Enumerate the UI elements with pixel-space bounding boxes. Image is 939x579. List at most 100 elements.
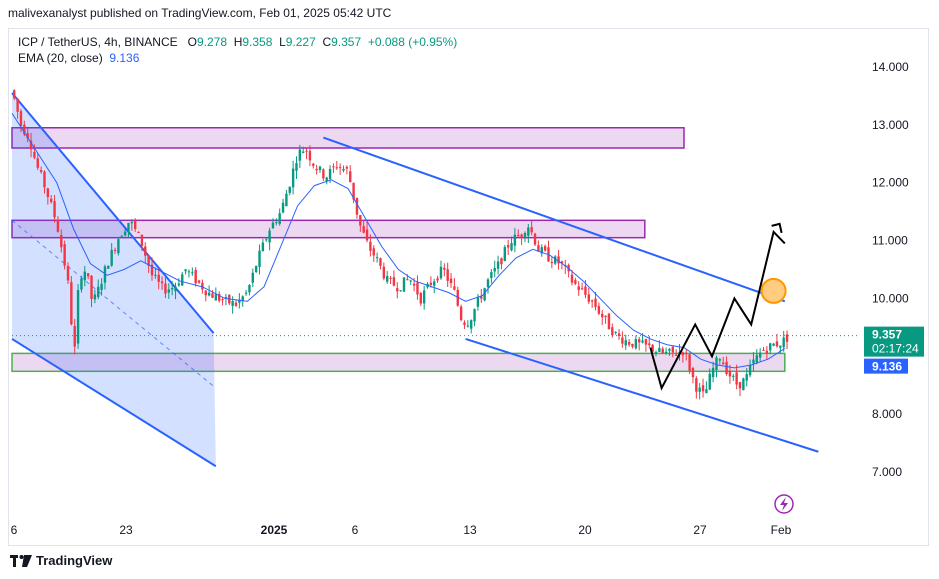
candle-body — [204, 290, 207, 296]
candle-body — [318, 166, 322, 171]
candle-body — [201, 282, 204, 290]
breakout-target-marker — [760, 277, 787, 304]
candle — [685, 349, 688, 361]
candle — [567, 263, 570, 278]
candle — [137, 231, 140, 234]
candle-body — [772, 343, 775, 346]
candle-body — [76, 290, 80, 344]
candle-body — [493, 268, 496, 272]
candle-body — [80, 278, 83, 290]
candle — [601, 309, 604, 325]
candle-body — [60, 235, 63, 248]
candle-body — [422, 290, 426, 304]
ema-legend-value: 9.136 — [109, 51, 140, 65]
candle — [150, 257, 154, 281]
candle-body — [144, 246, 147, 256]
candle — [769, 342, 772, 355]
candle-body — [453, 286, 456, 290]
candle — [695, 376, 698, 399]
symbol-label[interactable]: ICP / TetherUS, 4h, BINANCE — [18, 35, 178, 49]
candle — [244, 289, 248, 296]
low-label: L — [279, 35, 286, 49]
ema-line — [11, 113, 786, 369]
candle-body — [399, 290, 402, 292]
candle-body — [338, 167, 342, 169]
lightning-icon-bolt — [780, 497, 788, 511]
candle — [503, 244, 506, 262]
ema-legend[interactable]: EMA (20, close) 9.136 — [18, 50, 457, 66]
candle — [93, 289, 97, 304]
candle — [338, 163, 342, 175]
candle-body — [755, 355, 758, 363]
candle-body — [335, 167, 338, 169]
candle — [117, 237, 120, 256]
candle-body — [214, 294, 218, 301]
candle — [332, 163, 335, 174]
candle — [748, 359, 752, 378]
candle — [191, 267, 194, 276]
wedge-lower-line — [465, 337, 819, 453]
candle-body — [738, 382, 742, 389]
candle — [70, 276, 73, 326]
candle-body — [782, 337, 785, 348]
candle-body — [110, 249, 113, 266]
candle — [543, 244, 547, 252]
tradingview-footer[interactable]: TradingView — [10, 553, 112, 568]
candle — [557, 249, 560, 270]
candle — [76, 283, 80, 349]
candle — [36, 152, 39, 171]
candle — [449, 272, 453, 288]
candle — [181, 271, 184, 286]
candle-body — [722, 362, 725, 365]
candle — [587, 287, 590, 305]
candle — [312, 162, 315, 169]
time-tick-label: 2025 — [261, 523, 288, 537]
candle — [520, 233, 523, 245]
candle-body — [389, 277, 392, 279]
candle — [345, 165, 349, 175]
candle-body — [238, 299, 241, 303]
candle-body — [412, 283, 416, 286]
time-tick-label: 27 — [693, 523, 707, 537]
candle-body — [221, 299, 224, 301]
candle-body — [429, 282, 433, 285]
close-label: C — [322, 35, 332, 49]
candle-body — [261, 242, 265, 251]
candle — [570, 269, 574, 286]
candle — [550, 257, 554, 269]
trendlines-layer — [11, 92, 819, 468]
price-tick-label: 7.000 — [872, 465, 902, 479]
candle-body — [685, 352, 688, 355]
candle-body — [543, 246, 547, 251]
candle — [23, 120, 26, 137]
candle — [486, 277, 490, 294]
candle-body — [638, 339, 641, 343]
candle — [322, 168, 325, 181]
candle — [130, 219, 134, 231]
candle-body — [446, 269, 449, 281]
candle-body — [33, 152, 36, 158]
candle-body — [661, 348, 664, 353]
candle — [671, 346, 674, 358]
candle — [466, 320, 470, 328]
candle-body — [117, 239, 120, 254]
candle-body — [90, 275, 93, 300]
candle — [614, 331, 617, 335]
candle — [688, 352, 691, 375]
candle — [634, 335, 638, 350]
candle — [560, 260, 564, 270]
candle-body — [16, 98, 19, 112]
candle — [103, 264, 107, 290]
candle — [580, 282, 584, 291]
candle-body — [181, 274, 184, 286]
price-tick-label: 13.000 — [872, 118, 909, 132]
candle — [83, 266, 86, 287]
candle — [144, 242, 147, 264]
candle-body — [725, 361, 728, 375]
candle-body — [449, 278, 453, 284]
candle-body — [668, 348, 671, 351]
candle-body — [419, 292, 422, 304]
last-price-badge — [864, 326, 924, 357]
candle — [13, 89, 16, 101]
